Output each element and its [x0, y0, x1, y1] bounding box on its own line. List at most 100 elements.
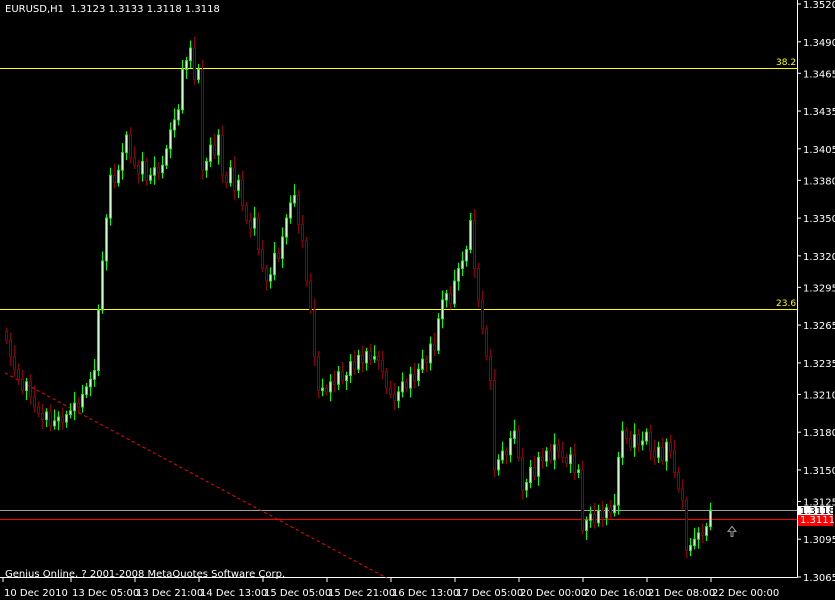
bull-candle: [209, 144, 212, 162]
bear-candle: [425, 358, 428, 364]
symbol-label: EURUSD,H1: [5, 4, 65, 15]
bear-candle: [677, 471, 680, 490]
bull-candle: [169, 129, 172, 150]
bear-candle: [541, 456, 544, 462]
bear-candle: [309, 280, 312, 311]
bear-candle: [133, 157, 136, 166]
bear-candle: [157, 167, 160, 174]
bear-candle: [701, 532, 704, 536]
bear-candle: [625, 430, 628, 439]
bull-candle: [365, 351, 368, 364]
time-tick-label: 10 Dec 2010: [4, 588, 68, 599]
bear-candle: [493, 380, 496, 471]
bull-candle: [613, 504, 616, 514]
bear-candle: [265, 267, 268, 282]
bear-candle: [573, 454, 576, 473]
bull-candle: [161, 164, 164, 174]
price-tick-label: 1.3150: [803, 466, 835, 477]
bear-candle: [669, 441, 672, 452]
fib-label-23: 23.6: [776, 298, 797, 309]
bear-candle: [653, 450, 656, 458]
bull-candle: [125, 134, 128, 154]
bear-candle: [17, 368, 20, 380]
price-tick-label: 1.3405: [803, 145, 835, 156]
price-tick-label: 1.3320: [803, 252, 835, 263]
bull-candle: [529, 466, 532, 484]
bear-candle: [5, 330, 8, 341]
bull-candle: [397, 391, 400, 402]
bull-candle: [185, 60, 188, 70]
bull-candle: [501, 450, 504, 461]
bear-candle: [301, 223, 304, 242]
bull-candle: [457, 267, 460, 282]
bull-candle: [497, 459, 500, 471]
time-tick-label: 16 Dec 13:00: [392, 588, 459, 599]
bear-candle: [389, 387, 392, 395]
bull-candle: [569, 454, 572, 465]
chart-title: EURUSD,H1 1.3123 1.3133 1.3118 1.3118: [5, 4, 220, 15]
bull-candle: [465, 249, 468, 262]
bear-candle: [381, 359, 384, 373]
bear-candle: [9, 339, 12, 358]
bear-candle: [565, 456, 568, 465]
bull-candle: [189, 47, 192, 62]
bear-candle: [313, 309, 316, 358]
bull-candle: [525, 482, 528, 491]
bear-candle: [29, 381, 32, 398]
time-tick-label: 13 Dec 21:00: [136, 588, 203, 599]
bull-candle: [441, 299, 444, 320]
bull-candle: [253, 217, 256, 229]
bull-candle: [289, 202, 292, 219]
bull-candle: [105, 217, 108, 262]
bull-candle: [585, 519, 588, 531]
bear-candle: [489, 356, 492, 382]
bear-candle: [193, 47, 196, 81]
bull-candle: [577, 469, 580, 473]
bear-candle: [685, 499, 688, 552]
bull-candle: [237, 179, 240, 191]
bear-candle: [505, 450, 508, 456]
bid-price-tag: 1.3118: [798, 505, 835, 517]
bull-candle: [621, 430, 624, 458]
bull-candle: [401, 381, 404, 393]
bull-candle: [121, 152, 124, 171]
bull-candle: [217, 134, 220, 156]
bear-candle: [113, 174, 116, 184]
bull-candle: [605, 507, 608, 519]
bear-candle: [485, 328, 488, 358]
bull-candle: [285, 217, 288, 238]
price-tick-label: 1.3490: [803, 38, 835, 49]
time-tick-label: 20 Dec 16:00: [584, 588, 651, 599]
price-tick-label: 1.3235: [803, 359, 835, 370]
bull-candle: [617, 456, 620, 506]
bull-candle: [693, 538, 696, 547]
bull-candle: [645, 431, 648, 442]
fib-label-38: 38.2: [776, 57, 797, 68]
bull-candle: [181, 68, 184, 111]
bear-candle: [637, 434, 640, 446]
bear-candle: [13, 356, 16, 370]
bear-candle: [649, 431, 652, 452]
bear-candle: [201, 68, 204, 171]
bull-candle: [141, 160, 144, 175]
bear-candle: [581, 469, 584, 531]
bull-candle: [117, 169, 120, 184]
bear-candle: [297, 194, 300, 225]
bull-candle: [709, 509, 712, 528]
bear-candle: [305, 240, 308, 282]
bear-candle: [673, 450, 676, 473]
bull-candle: [57, 416, 60, 422]
bull-candle: [409, 373, 412, 389]
bull-candle: [641, 440, 644, 446]
bull-candle: [337, 371, 340, 385]
bear-candle: [561, 450, 564, 458]
bear-candle: [393, 393, 396, 402]
bear-candle: [77, 402, 80, 408]
price-tick-label: 1.3520: [803, 0, 835, 11]
bull-candle: [421, 358, 424, 370]
bear-candle: [353, 361, 356, 370]
price-tick-label: 1.3180: [803, 428, 835, 439]
price-tick-label: 1.3465: [803, 69, 835, 80]
